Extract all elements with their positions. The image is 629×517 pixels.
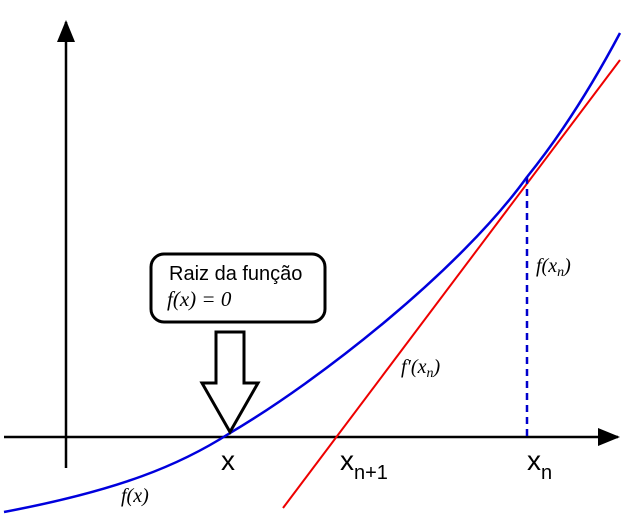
fprime-xn-label: f′(xn) xyxy=(401,356,440,381)
curve-label: f(x) xyxy=(121,485,149,507)
down-arrow-icon xyxy=(199,330,261,436)
tangent-line xyxy=(282,59,621,509)
f-xn-label: f(xn) xyxy=(536,255,571,280)
function-curve xyxy=(3,32,622,514)
root-callout-box xyxy=(149,252,327,324)
x-next-label: xn+1 xyxy=(340,445,388,484)
callout-title: Raiz da função xyxy=(169,263,302,285)
x-n-label: xn xyxy=(527,445,552,484)
callout-equation: f(x) = 0 xyxy=(167,287,232,311)
root-x-label: x xyxy=(221,445,235,476)
